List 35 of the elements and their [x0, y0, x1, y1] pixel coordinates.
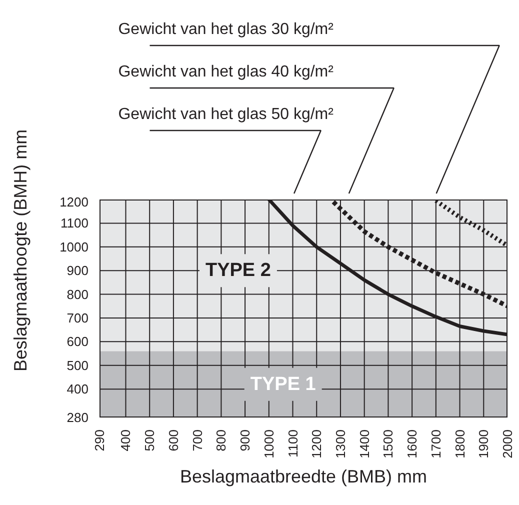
- x-tick-label: 1800: [452, 430, 468, 458]
- x-axis-title: Beslagmaatbreedte (BMB) mm: [180, 466, 428, 486]
- x-tick-label: 290: [92, 429, 107, 452]
- band-label: TYPE 1: [250, 374, 316, 395]
- x-tick-label: 2000: [500, 430, 515, 458]
- y-tick-label: 1200: [60, 194, 88, 210]
- x-tick-label: 1500: [380, 430, 396, 458]
- y-tick-label: 1100: [60, 216, 89, 231]
- x-tick-label: 700: [190, 429, 205, 452]
- x-tick-label: 1600: [404, 430, 420, 458]
- y-tick-label: 900: [66, 263, 89, 278]
- x-tick-label: 600: [166, 429, 181, 452]
- y-tick-label: 280: [66, 410, 89, 425]
- x-tick-label: 1700: [428, 430, 444, 458]
- y-tick-label: 800: [66, 286, 89, 302]
- x-tick-label: 1000: [261, 430, 276, 458]
- text: Gewicht van het glas 50 kg/m²: [118, 106, 334, 123]
- x-tick-label: 800: [214, 429, 229, 452]
- x-tick-label: 400: [118, 429, 134, 452]
- y-tick-label: 500: [66, 358, 89, 373]
- x-tick-label: 1400: [356, 430, 372, 458]
- x-tick-label: 1900: [476, 430, 492, 458]
- y-tick-label: 400: [66, 382, 89, 397]
- text: Gewicht van het glas 40 kg/m²: [118, 64, 334, 80]
- y-tick-label: 600: [66, 334, 89, 350]
- y-tick-label: 700: [66, 310, 89, 326]
- x-tick-label: 1100: [285, 429, 300, 458]
- y-tick-label: 1000: [60, 239, 88, 254]
- y-axis-title: Beslagmaathoogte (BMH) mm: [10, 129, 30, 372]
- x-tick-label: 500: [142, 429, 158, 452]
- x-tick-label: 900: [238, 429, 253, 452]
- x-tick-label: 1200: [309, 430, 324, 458]
- band-label: TYPE 2: [205, 260, 271, 282]
- text: Gewicht van het glas 30 kg/m²: [118, 21, 334, 38]
- x-tick-label: 1300: [332, 430, 348, 458]
